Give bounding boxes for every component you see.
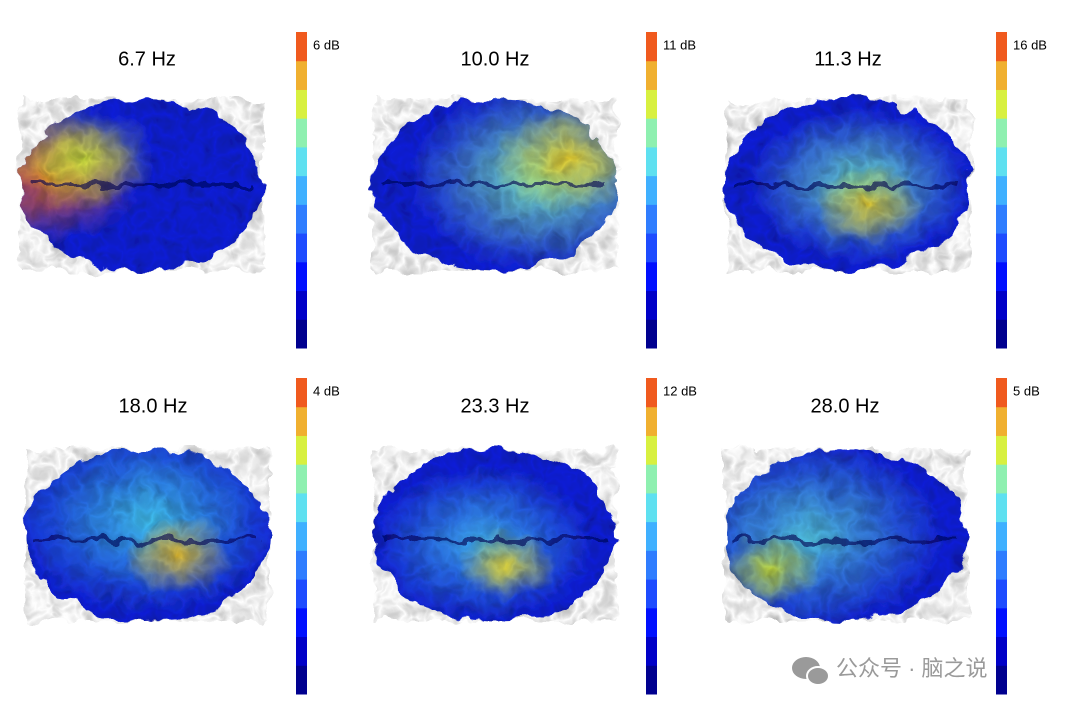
panel: 10.0 Hz 11 dB — [373, 32, 696, 349]
colorbar-max-label: 12 dB — [663, 383, 697, 398]
colorbar-segment — [996, 406, 1007, 436]
colorbar-segment — [296, 290, 307, 320]
colorbar-max-label: 5 dB — [1013, 383, 1040, 398]
colorbar-segment — [996, 233, 1007, 263]
colorbar-segment — [996, 319, 1007, 349]
colorbar-segment — [646, 89, 657, 119]
colorbar-segment — [296, 607, 307, 638]
colorbar-segment — [646, 233, 657, 263]
colorbar-segment — [996, 118, 1007, 148]
colorbar-segment — [996, 579, 1007, 609]
colorbar-segment — [646, 146, 657, 177]
colorbar-segment — [646, 261, 657, 292]
brain-texture — [26, 449, 270, 621]
colorbar-segment — [646, 492, 657, 523]
colorbar-segment — [296, 204, 307, 234]
brain — [373, 449, 617, 621]
colorbar-segment — [296, 319, 307, 349]
panel-title: 10.0 Hz — [461, 48, 530, 70]
colorbar-segment — [996, 89, 1007, 119]
watermark-text: 公众号 · 脑之说 — [836, 656, 988, 681]
panel-title: 18.0 Hz — [119, 395, 188, 417]
colorbar-segment — [646, 32, 657, 62]
colorbar-segment — [646, 464, 657, 494]
colorbar-segment — [296, 636, 307, 666]
colorbar-segment — [296, 492, 307, 523]
colorbar-segment — [996, 261, 1007, 292]
colorbar-segment — [296, 175, 307, 205]
colorbar-segment — [996, 60, 1007, 90]
colorbar-segment — [296, 146, 307, 177]
colorbar-segment — [646, 521, 657, 551]
panel: 6.7 Hz 6 dB — [20, 32, 340, 349]
watermark: 公众号 · 脑之说 — [792, 656, 988, 686]
brain — [726, 99, 970, 271]
colorbar-segment — [996, 665, 1007, 695]
colorbar-segment — [646, 60, 657, 90]
colorbar-segment — [996, 435, 1007, 465]
colorbar-segment — [996, 32, 1007, 62]
colorbar-segment — [296, 579, 307, 609]
panel-title: 28.0 Hz — [811, 395, 880, 417]
panel-title: 11.3 Hz — [814, 48, 881, 70]
colorbar-segment — [296, 60, 307, 90]
colorbar-segment — [296, 665, 307, 695]
colorbar-segment — [296, 32, 307, 62]
colorbar-segment — [646, 435, 657, 465]
panel: 28.0 Hz 5 dB — [723, 378, 1040, 695]
colorbar-segment — [646, 636, 657, 666]
colorbar-max-label: 6 dB — [313, 37, 340, 52]
colorbar-segment — [296, 118, 307, 148]
colorbar-max-label: 11 dB — [663, 37, 696, 52]
colorbar-segment — [646, 665, 657, 695]
colorbar-segment — [296, 233, 307, 263]
brain — [723, 449, 967, 621]
colorbar-segment — [996, 378, 1007, 408]
colorbar-segment — [296, 464, 307, 494]
brain — [20, 99, 264, 271]
brain — [26, 449, 270, 621]
colorbar-segment — [996, 290, 1007, 320]
colorbar-segment — [296, 378, 307, 408]
colorbar-segment — [296, 435, 307, 465]
panel: 11.3 Hz 16 dB — [726, 32, 1047, 349]
panel: 18.0 Hz 4 dB — [26, 378, 340, 695]
colorbar-max-label: 4 dB — [313, 383, 340, 398]
colorbar-segment — [996, 175, 1007, 205]
colorbar-segment — [996, 521, 1007, 551]
colorbar-segment — [296, 406, 307, 436]
colorbar-segment — [996, 492, 1007, 523]
brain — [373, 99, 617, 271]
colorbar-segment — [646, 204, 657, 234]
colorbar-segment — [296, 550, 307, 580]
colorbar-segment — [646, 550, 657, 580]
colorbar-segment — [296, 521, 307, 551]
brain-texture — [723, 449, 967, 621]
colorbar-segment — [646, 118, 657, 148]
colorbar-segment — [646, 319, 657, 349]
panel-title: 23.3 Hz — [461, 395, 530, 417]
watermark-icon — [806, 666, 830, 686]
panel: 23.3 Hz 12 dB — [373, 378, 697, 695]
brain-texture — [373, 449, 617, 621]
colorbar-segment — [646, 175, 657, 205]
colorbar-segment — [646, 406, 657, 436]
colorbar-segment — [646, 290, 657, 320]
colorbar-segment — [296, 89, 307, 119]
colorbar-segment — [646, 579, 657, 609]
panel-title: 6.7 Hz — [118, 48, 176, 70]
colorbar-segment — [646, 378, 657, 408]
colorbar-segment — [996, 464, 1007, 494]
colorbar-segment — [996, 607, 1007, 638]
colorbar-segment — [996, 550, 1007, 580]
colorbar-segment — [996, 146, 1007, 177]
colorbar-segment — [646, 607, 657, 638]
colorbar-max-label: 16 dB — [1013, 37, 1047, 52]
colorbar-segment — [296, 261, 307, 292]
colorbar-segment — [996, 204, 1007, 234]
colorbar-segment — [996, 636, 1007, 666]
